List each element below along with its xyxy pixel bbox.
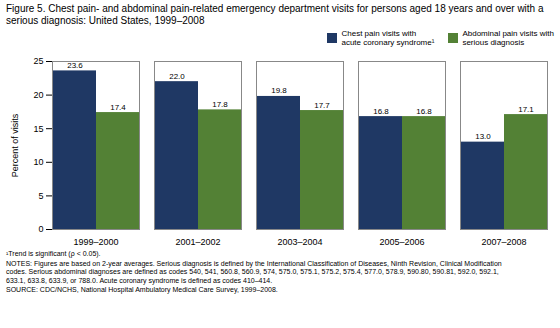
svg-text:17.7: 17.7 <box>314 101 330 110</box>
svg-text:2001–2002: 2001–2002 <box>175 237 220 247</box>
svg-text:16.8: 16.8 <box>373 107 389 116</box>
svg-text:17.1: 17.1 <box>518 105 534 114</box>
svg-text:20: 20 <box>33 90 43 100</box>
svg-text:Percent of visits: Percent of visits <box>10 114 20 178</box>
html-text:Chest pain visits with acute c: Chest pain visits with acute coronary sy… <box>341 29 435 48</box>
html-text:Abdominal pain visits with ser: Abdominal pain visits with serious diagn… <box>462 29 554 48</box>
svg-text:10: 10 <box>33 158 43 168</box>
svg-text:1999–2000: 1999–2000 <box>73 237 118 247</box>
html-text:¹Trend is significant (ρ < 0.0: ¹Trend is significant (ρ < 0.05). <box>6 250 101 258</box>
svg-text:2003–2004: 2003–2004 <box>277 237 322 247</box>
svg-text:22.0: 22.0 <box>169 72 185 81</box>
svg-text:25: 25 <box>33 57 43 67</box>
svg-text:0: 0 <box>38 225 43 235</box>
svg-text:19.8: 19.8 <box>271 87 287 96</box>
svg-text:13.0: 13.0 <box>475 133 491 142</box>
svg-text:2005–2006: 2005–2006 <box>379 237 424 247</box>
html-text:SOURCE: CDC/NCHS, National Hos: SOURCE: CDC/NCHS, National Hospital Ambu… <box>6 285 278 293</box>
html-text:Figure 5. Chest pain- and abdo: Figure 5. Chest pain- and abdominal pain… <box>6 3 544 26</box>
svg-text:16.8: 16.8 <box>416 107 432 116</box>
svg-text:5: 5 <box>38 191 43 201</box>
svg-text:15: 15 <box>33 124 43 134</box>
svg-text:23.6: 23.6 <box>67 61 83 70</box>
svg-text:17.4: 17.4 <box>110 103 126 112</box>
html-text:NOTES: Figures are based on 2-: NOTES: Figures are based on 2-year avera… <box>6 259 502 284</box>
svg-text:17.8: 17.8 <box>212 100 228 109</box>
svg-text:2007–2008: 2007–2008 <box>481 237 526 247</box>
